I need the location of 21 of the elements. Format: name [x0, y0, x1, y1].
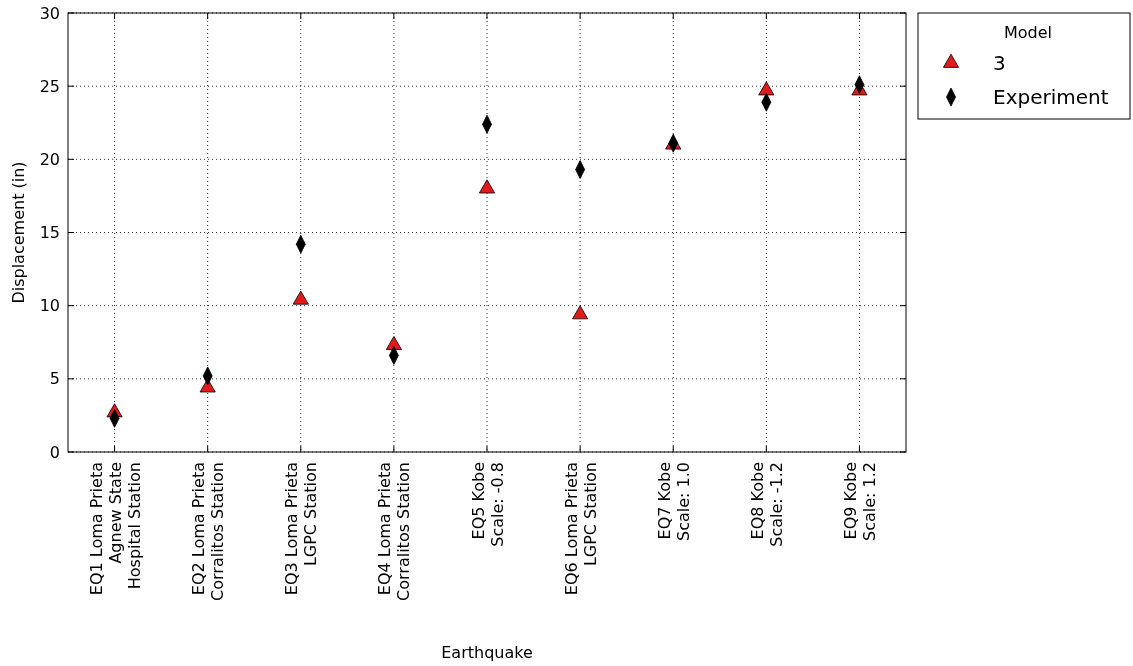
x-tick-label: EQ8 Kobe Scale: -1.2 — [747, 462, 786, 547]
y-tick-label: 20 — [39, 149, 60, 169]
x-tick-label: EQ3 Loma Prieta LGPC Station — [282, 462, 321, 596]
x-tick-label: EQ5 Kobe Scale: -0.8 — [468, 462, 507, 547]
y-axis-title: Displacement (in) — [9, 161, 28, 304]
x-tick-label: EQ4 Loma Prieta Corralitos Station — [375, 462, 414, 601]
x-axis-title: Earthquake — [441, 643, 533, 662]
y-tick-label: 5 — [49, 369, 60, 389]
legend-label: Experiment — [993, 85, 1109, 109]
x-tick-label: EQ1 Loma Prieta Agnew State Hospital Station — [86, 462, 144, 596]
y-tick-label: 0 — [49, 442, 60, 462]
x-tick-label: EQ6 Loma Prieta LGPC Station — [561, 462, 600, 596]
y-tick-label: 15 — [39, 223, 60, 243]
y-tick-label: 10 — [39, 296, 60, 316]
y-tick-label: 30 — [39, 3, 60, 23]
legend-label: 3 — [993, 51, 1006, 75]
x-tick-label: EQ9 Kobe Scale: 1.2 — [840, 462, 879, 541]
y-tick-label: 25 — [39, 76, 60, 96]
x-tick-label: EQ7 Kobe Scale: 1.0 — [654, 462, 693, 541]
legend-title: Model — [1003, 23, 1053, 42]
x-tick-label: EQ2 Loma Prieta Corralitos Station — [189, 462, 228, 601]
